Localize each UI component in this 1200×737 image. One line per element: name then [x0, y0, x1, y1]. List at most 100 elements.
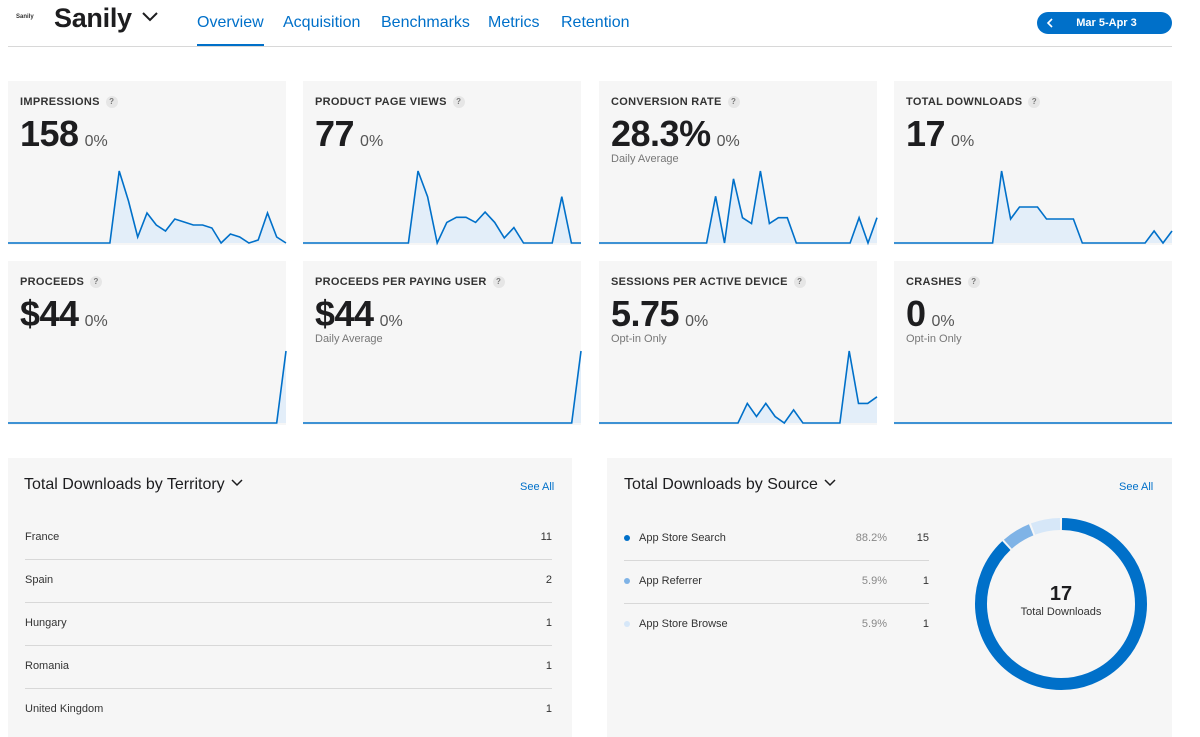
help-icon[interactable]: ? — [90, 276, 103, 288]
metric-subtitle: Daily Average — [611, 153, 679, 165]
sparkline-line — [8, 350, 287, 424]
territory-name: United Kingdom — [25, 703, 104, 715]
app-name[interactable]: Sanily — [54, 3, 132, 33]
metric-change: 0% — [84, 313, 108, 330]
territory-name: Romania — [25, 660, 70, 672]
metric-value: 77 — [315, 113, 355, 154]
donut-slice[interactable] — [1030, 518, 1061, 535]
territory-name: France — [25, 531, 60, 543]
app-icon[interactable]: Sanily — [16, 14, 34, 20]
sparkline-chart — [8, 170, 287, 245]
chevron-down-icon[interactable] — [231, 478, 243, 488]
metric-card-total-downloads[interactable]: TOTAL DOWNLOADS? 17 0% — [894, 81, 1173, 245]
metric-title: IMPRESSIONS — [20, 96, 100, 108]
metric-card-conversion-rate[interactable]: CONVERSION RATE? 28.3% 0% Daily Average — [599, 81, 878, 246]
metric-value: $44 — [20, 293, 79, 334]
territory-row[interactable]: Spain 2 — [25, 559, 552, 603]
territory-title-text: Total Downloads by Territory — [24, 476, 225, 493]
help-icon[interactable]: ? — [452, 96, 465, 108]
sparkline-chart — [894, 422, 1172, 424]
metric-card-product-page-views[interactable]: PRODUCT PAGE VIEWS? 77 0% — [303, 81, 581, 246]
source-count: 15 — [916, 532, 929, 544]
sparkline-area — [599, 171, 877, 243]
row-divider — [624, 603, 929, 604]
sparkline-chart — [303, 350, 582, 424]
tab-metrics[interactable]: Metrics — [488, 14, 540, 31]
chevron-left-icon[interactable] — [1045, 15, 1055, 31]
territory-count: 1 — [545, 660, 552, 672]
metric-value: 0 — [906, 293, 926, 334]
help-icon[interactable]: ? — [793, 276, 806, 288]
sparkline-chart — [303, 170, 581, 246]
help-icon[interactable]: ? — [727, 96, 740, 108]
sparkline-line — [599, 170, 878, 246]
metric-value-row: $44 0% — [20, 293, 108, 335]
date-range-button[interactable]: Mar 5-Apr 3 — [1037, 12, 1172, 34]
territory-row[interactable]: Romania 1 — [25, 645, 552, 689]
tab-benchmarks[interactable]: Benchmarks — [381, 14, 470, 31]
territory-row[interactable]: Hungary 1 — [25, 602, 552, 646]
metric-title: PROCEEDS PER PAYING USER — [315, 276, 487, 288]
source-percent: 5.9% — [861, 575, 887, 587]
tab-retention[interactable]: Retention — [561, 14, 630, 31]
metric-value-row: 77 0% — [315, 113, 383, 155]
help-icon[interactable]: ? — [492, 276, 505, 288]
territory-name: Hungary — [25, 617, 67, 629]
metric-value: 5.75 — [611, 293, 680, 334]
legend-dot — [624, 621, 630, 627]
help-icon[interactable]: ? — [105, 96, 118, 108]
territory-title[interactable]: Total Downloads by Territory — [24, 476, 243, 494]
sparkline-line — [599, 350, 878, 425]
metric-card-proceeds[interactable]: PROCEEDS? $44 0% — [8, 261, 287, 425]
metric-card-crashes[interactable]: CRASHES? 0 0% Opt-in Only — [894, 261, 1172, 425]
sparkline-line — [303, 170, 581, 246]
territory-count: 1 — [545, 617, 552, 629]
metric-value: 17 — [906, 113, 946, 154]
chevron-down-icon[interactable] — [141, 10, 159, 24]
metric-title: SESSIONS PER ACTIVE DEVICE — [611, 276, 788, 288]
metric-card-impressions[interactable]: IMPRESSIONS? 158 0% — [8, 81, 287, 245]
metric-card-sessions-per-active-device[interactable]: SESSIONS PER ACTIVE DEVICE? 5.75 0% Opt-i… — [599, 261, 878, 425]
source-title[interactable]: Total Downloads by Source — [624, 476, 836, 494]
sparkline-area — [8, 351, 286, 423]
source-row[interactable]: App Store Browse 5.9% 1 — [624, 606, 929, 649]
legend-dot — [624, 578, 630, 584]
row-divider — [25, 688, 552, 689]
metric-title-row: IMPRESSIONS? — [20, 96, 118, 108]
donut-slice[interactable] — [1003, 524, 1034, 549]
source-row[interactable]: App Store Search 88.2% 15 — [624, 520, 929, 563]
metric-subtitle: Opt-in Only — [906, 333, 962, 345]
metric-value-row: $44 0% — [315, 293, 403, 335]
territory-row[interactable]: United Kingdom 1 — [25, 688, 552, 731]
metric-change: 0% — [716, 133, 740, 150]
metric-title: TOTAL DOWNLOADS — [906, 96, 1023, 108]
help-icon[interactable]: ? — [967, 276, 980, 288]
metric-value-row: 28.3% 0% — [611, 113, 740, 155]
metric-change: 0% — [360, 133, 384, 150]
sparkline-area — [303, 351, 581, 423]
source-name: App Store Browse — [639, 618, 728, 630]
chevron-down-icon[interactable] — [824, 478, 836, 488]
metric-card-proceeds-per-paying-user[interactable]: PROCEEDS PER PAYING USER? $44 0% Daily Av… — [303, 261, 582, 425]
metric-title: CRASHES — [906, 276, 962, 288]
source-name: App Referrer — [639, 575, 702, 587]
source-count: 1 — [922, 575, 929, 587]
help-icon[interactable]: ? — [1028, 96, 1041, 108]
territory-see-all-link[interactable]: See All — [520, 481, 555, 493]
territory-row[interactable]: France 11 — [25, 516, 552, 560]
metric-subtitle: Daily Average — [315, 333, 383, 345]
donut-total-label: Total Downloads — [1020, 606, 1102, 618]
metric-title: PROCEEDS — [20, 276, 85, 288]
metric-change: 0% — [379, 313, 403, 330]
tab-overview[interactable]: Overview — [197, 14, 264, 46]
metric-change: 0% — [685, 313, 709, 330]
metric-value: 28.3% — [611, 113, 711, 154]
donut-slice[interactable] — [975, 518, 1147, 690]
source-count: 1 — [922, 618, 929, 630]
donut-chart[interactable] — [973, 516, 1149, 692]
tab-acquisition[interactable]: Acquisition — [283, 14, 361, 31]
source-row[interactable]: App Referrer 5.9% 1 — [624, 563, 929, 606]
source-panel: Total Downloads by Source See All App St… — [607, 458, 1172, 737]
territory-name: Spain — [25, 574, 54, 586]
source-see-all-link[interactable]: See All — [1119, 481, 1154, 493]
